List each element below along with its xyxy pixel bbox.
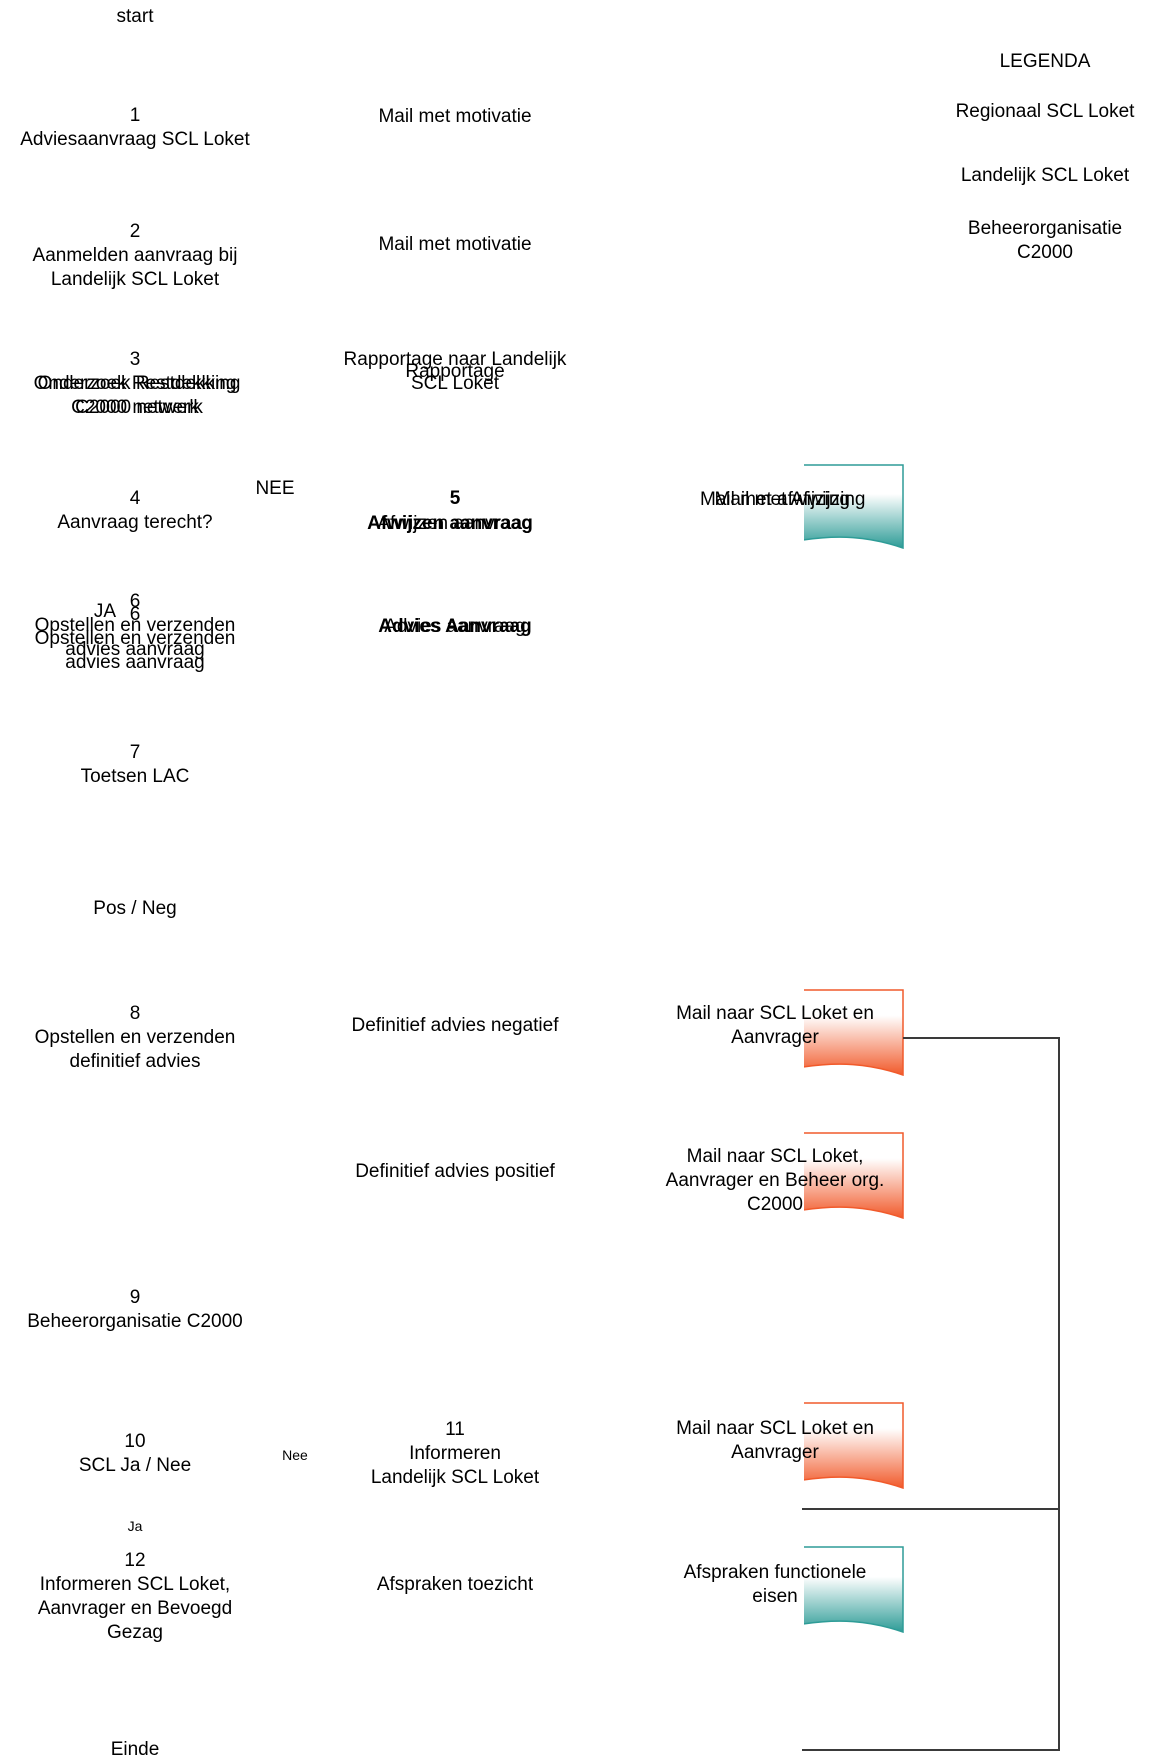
output-advies-aanvraag-overlay: Advies Aanvraag <box>378 616 532 637</box>
branch-ja-upper: JA <box>93 601 117 622</box>
branch-nee-upper: NEE <box>255 478 295 499</box>
step-5-label: Afwijzen aanvraag <box>377 513 533 534</box>
step-pos-neg: Pos / Neg <box>93 898 177 919</box>
step-3-label-overlay: Onderzoek Restdekking C2000 netwerk <box>37 373 241 418</box>
step-3-label: Onderzoek Restdekking C2000 netwerk <box>33 373 237 418</box>
step-6: 6 Opstellen en verzenden advies aanvraag <box>34 591 236 660</box>
step-4: 4 Aanvraag terecht? <box>57 488 213 533</box>
end-label: Einde <box>110 1739 160 1760</box>
step-1: 1 Adviesaanvraag SCL Loket <box>20 105 250 150</box>
legend-item-regionaal: Regionaal SCL Loket <box>955 101 1135 122</box>
step-9: 9 Beheerorganisatie C2000 <box>27 1287 243 1332</box>
legend-title: LEGENDA <box>999 51 1091 72</box>
step-6-overlay: 6 Opstellen en verzenden advies aanvraag <box>34 604 236 673</box>
branch-ja-lower: Ja <box>127 1518 143 1534</box>
legend-item-beheerorganisatie: Beheerorganisatie C2000 <box>967 218 1123 263</box>
step-5-number: 5 <box>449 488 461 509</box>
output-definitief-positief: Definitief advies positief <box>355 1161 555 1182</box>
document-afwijzing-text-overlay: Mail met Afwijzing <box>714 489 866 510</box>
output-mail-motivatie-1: Mail met motivatie <box>378 106 532 127</box>
document-afspraken-functioneel <box>802 1546 904 1634</box>
output-rapportage-landelijk: Rapportage naar Landelijk SCL Loket <box>343 349 567 394</box>
document-afspraken-functioneel-text: Afspraken functionele eisen <box>683 1562 867 1607</box>
start-label: start <box>116 6 154 27</box>
branch-nee-lower: Nee <box>282 1447 308 1463</box>
output-afspraken-toezicht: Afspraken toezicht <box>376 1574 534 1595</box>
step-7: 7 Toetsen LAC <box>80 742 190 787</box>
step-3-number: 3 <box>129 349 141 370</box>
output-mail-motivatie-2: Mail met motivatie <box>378 234 532 255</box>
document-mail-positief-text: Mail naar SCL Loket, Aanvrager en Beheer… <box>665 1146 885 1215</box>
document-mail-informeren <box>802 1402 904 1490</box>
document-mail-negatief <box>802 989 904 1077</box>
output-advies-aanvraag: Advies aanvraag <box>384 616 526 637</box>
document-mail-positief <box>802 1132 904 1220</box>
document-afwijzing-text: Mail met afwijzing <box>700 489 850 510</box>
document-afwijzing <box>802 464 904 550</box>
step-10: 10 SCL Ja / Nee <box>78 1431 192 1476</box>
connector-lines <box>802 1037 1060 1751</box>
legend-item-landelijk: Landelijk SCL Loket <box>960 165 1130 186</box>
output-rapportage: Rapportage <box>405 361 505 382</box>
step-2: 2 Aanmelden aanvraag bij Landelijk SCL L… <box>32 221 238 290</box>
step-5-label-overlay: Afwijzen aanvraag <box>367 513 533 534</box>
document-mail-informeren-text: Mail naar SCL Loket en Aanvrager <box>676 1418 874 1463</box>
step-11: 11 Informeren Landelijk SCL Loket <box>370 1419 540 1488</box>
document-mail-negatief-text: Mail naar SCL Loket en Aanvrager <box>676 1003 874 1048</box>
step-12: 12 Informeren SCL Loket, Aanvrager en Be… <box>37 1550 233 1643</box>
step-8: 8 Opstellen en verzenden definitief advi… <box>34 1003 236 1072</box>
output-definitief-negatief: Definitief advies negatief <box>351 1015 559 1036</box>
